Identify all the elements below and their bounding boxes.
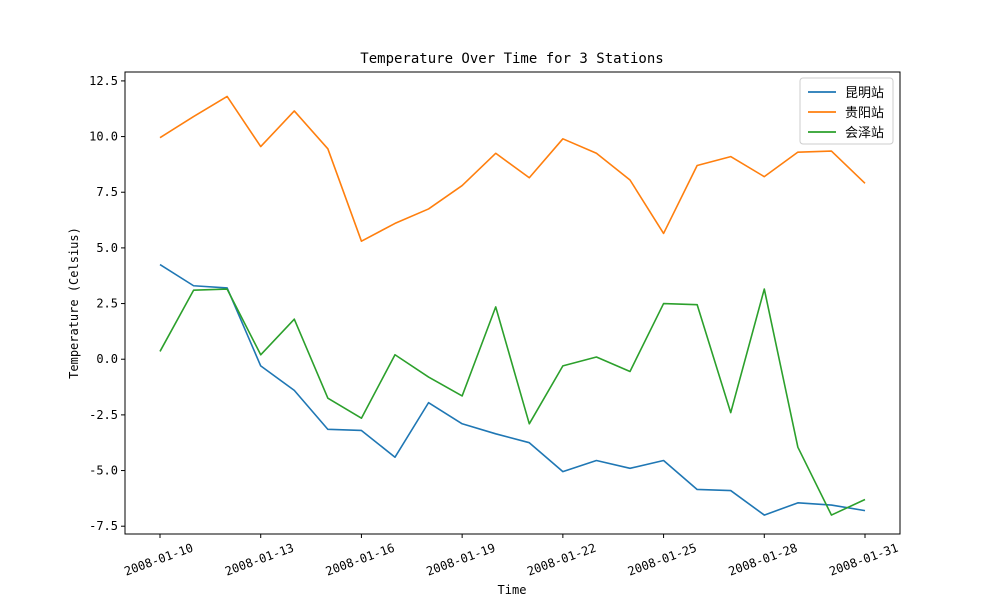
y-tick-label: 5.0 xyxy=(96,241,118,255)
y-tick-label: -7.5 xyxy=(89,519,118,533)
y-axis-label: Temperature (Celsius) xyxy=(67,227,81,379)
x-tick-label: 2008-01-22 xyxy=(525,541,598,579)
y-axis: -7.5 -5.0 -2.5 0.0 2.5 5.0 7.5 10.0 12.5 xyxy=(89,74,125,533)
legend-label-0: 昆明站 xyxy=(845,86,884,101)
series-line-0 xyxy=(159,263,866,516)
series-line-1 xyxy=(159,95,866,243)
x-tick-label: 2008-01-31 xyxy=(827,541,900,579)
legend-box xyxy=(799,77,894,145)
x-axis-label: Time xyxy=(498,583,527,597)
y-tick-label: -2.5 xyxy=(89,408,118,422)
legend-label-2: 会泽站 xyxy=(845,126,884,141)
x-tick-label: 2008-01-10 xyxy=(122,541,195,579)
x-axis: 2008-01-10 2008-01-13 2008-01-16 2008-01-19… xyxy=(122,534,900,579)
y-tick-label: 12.5 xyxy=(89,74,118,88)
x-tick-label: 2008-01-19 xyxy=(424,541,497,579)
legend-label-1: 贵阳站 xyxy=(845,106,884,121)
y-tick-label: 10.0 xyxy=(89,130,118,144)
x-tick-label: 2008-01-25 xyxy=(626,541,699,579)
y-tick-label: 0.0 xyxy=(96,352,118,366)
plot-area xyxy=(159,95,866,516)
y-tick-label: -5.0 xyxy=(89,464,118,478)
x-tick-label: 2008-01-13 xyxy=(223,541,296,579)
y-tick-label: 7.5 xyxy=(96,185,118,199)
y-tick-label: 2.5 xyxy=(96,297,118,311)
x-tick-label: 2008-01-28 xyxy=(727,541,800,579)
x-tick-label: 2008-01-16 xyxy=(324,541,397,579)
series-line-2 xyxy=(159,288,866,516)
chart-title: Temperature Over Time for 3 Stations xyxy=(360,51,663,67)
plot-frame xyxy=(124,71,901,535)
